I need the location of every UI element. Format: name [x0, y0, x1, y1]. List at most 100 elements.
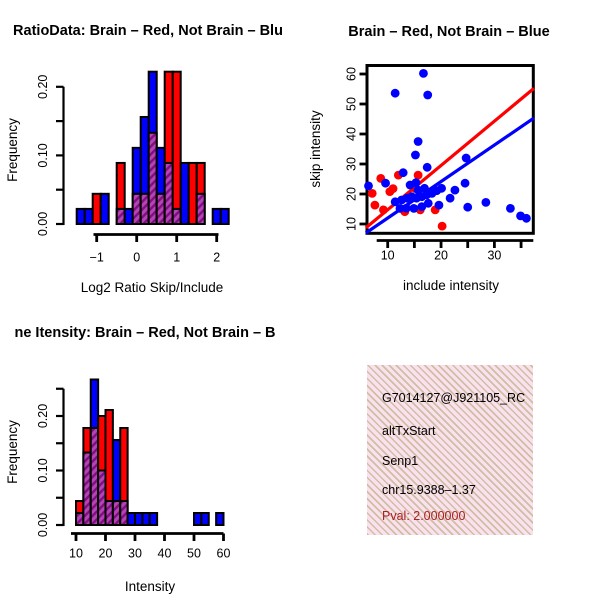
y-tick-label: 10 — [345, 217, 359, 231]
hist-bar-overlap — [195, 192, 206, 225]
hist-bar — [187, 161, 198, 225]
hist-bar — [211, 207, 222, 226]
intensity-hist-xlabel: Intensity — [125, 579, 176, 594]
scatter-point — [405, 180, 415, 190]
scatter-ylabel: skip intensity — [308, 110, 323, 188]
hist-bar — [141, 512, 151, 527]
hist-bar-overlap — [171, 207, 182, 226]
scatter-point — [413, 185, 423, 195]
y-tick-label: 0.00 — [36, 513, 50, 537]
hist-bar — [179, 161, 190, 225]
scatter-point — [434, 200, 444, 210]
scatter-point — [370, 200, 380, 210]
scatter-point — [411, 150, 420, 160]
scatter-point — [450, 185, 460, 195]
intensity-histogram-panel: 0.00 0.10 0.20 10 20 30 40 50 60 ne Itensity: Br… — [5, 325, 276, 594]
hist-bar-overlap — [97, 469, 107, 526]
intensity-hist-axes: 0.00 0.10 0.20 10 20 30 40 50 60 — [36, 387, 231, 561]
y-tick-label: 0.20 — [36, 75, 50, 99]
scatter-point — [423, 90, 433, 100]
scatter-point — [364, 181, 373, 191]
y-tick-label: 50 — [345, 97, 359, 111]
x-tick-label: 10 — [381, 249, 395, 263]
hist-bar — [193, 512, 203, 527]
ratio-histogram-panel: 0.00 0.10 0.20 −1 0 1 2 RatioData: Brain – Red… — [5, 23, 283, 295]
y-tick-label: 30 — [345, 157, 359, 171]
scatter-point — [413, 170, 423, 180]
hist-bar — [171, 70, 182, 226]
ratio-hist-ylabel: Frequency — [5, 118, 20, 182]
y-tick-label: 0.00 — [36, 212, 50, 236]
scatter-point — [461, 153, 471, 163]
ratio-hist-xlabel: Log2 Ratio Skip/Include — [81, 280, 224, 295]
scatter-point — [506, 204, 515, 213]
scatter-point — [409, 204, 419, 213]
hist-bar-overlap — [155, 192, 166, 225]
ratio-hist-axes: 0.00 0.10 0.20 −1 0 1 2 — [36, 75, 220, 265]
scatter-axes: 10 20 30 40 50 60 10 20 30 — [345, 64, 535, 263]
scatter-point — [390, 88, 400, 98]
y-tick-label: 20 — [345, 187, 359, 201]
scatter-point — [417, 202, 427, 212]
hist-bar-overlap — [75, 512, 85, 527]
scatter-xlabel: include intensity — [403, 278, 499, 293]
x-tick-label: 60 — [217, 547, 231, 561]
scatter-point — [413, 137, 423, 146]
hist-bar — [126, 512, 136, 527]
hist-bar-overlap — [139, 192, 150, 225]
ratio-hist-bars — [75, 70, 230, 226]
scatter-point — [379, 205, 388, 215]
intensity-hist-title: ne Itensity: Brain – Red, Not Brain – B — [14, 325, 275, 341]
y-tick-label: 0.10 — [36, 143, 50, 167]
event-type-text: altTxStart — [382, 424, 436, 438]
hist-bar-overlap — [104, 500, 114, 526]
hist-bar — [215, 512, 225, 527]
hist-bar — [83, 207, 94, 226]
x-tick-label: 30 — [128, 547, 142, 561]
pval-text: Pval: 2.000000 — [382, 509, 466, 523]
x-tick-label: 20 — [434, 249, 448, 263]
probe-id-text: G7014127@J921105_RC — [382, 391, 526, 405]
scatter-point — [381, 178, 390, 188]
x-tick-label: 0 — [133, 251, 140, 265]
x-tick-label: 20 — [99, 547, 113, 561]
hist-bar-overlap — [131, 192, 142, 225]
hist-bar-overlap — [115, 207, 126, 226]
scatter-point — [395, 204, 405, 213]
x-tick-label: 40 — [158, 547, 172, 561]
gene-info-box: G7014127@J921105_RC altTxStart Senp1 chr… — [367, 365, 533, 535]
hist-bar — [99, 192, 110, 225]
scatter-point — [445, 193, 455, 203]
hist-bar-overlap — [82, 451, 92, 527]
scatter-point — [437, 183, 446, 193]
y-tick-label: 40 — [345, 127, 359, 141]
locus-text: chr15.9388–1.37 — [382, 483, 476, 497]
scatter-title: Brain – Red, Not Brain – Blue — [348, 24, 549, 40]
x-tick-label: −1 — [90, 251, 104, 265]
ratio-hist-title: RatioData: Brain – Red, Not Brain – Blu — [13, 23, 283, 39]
scatter-point — [460, 178, 470, 188]
scatter-points — [364, 69, 535, 235]
x-tick-label: 2 — [213, 251, 220, 265]
hist-bar — [123, 207, 134, 226]
fit-line — [364, 116, 535, 235]
y-tick-label: 0.10 — [36, 458, 50, 482]
scatter-point — [522, 213, 531, 223]
intensity-hist-bars — [75, 378, 225, 527]
hist-bar-overlap — [119, 500, 129, 526]
hist-bar-overlap — [111, 500, 122, 526]
hist-bar — [75, 207, 86, 226]
scatter-panel: 10 20 30 40 50 60 10 20 30 Brain – Red, Not Brai… — [308, 24, 550, 293]
scatter-point — [437, 221, 447, 231]
hist-bar-overlap — [163, 161, 174, 225]
x-tick-label: 30 — [487, 249, 501, 263]
hist-bar — [148, 512, 159, 527]
scatter-point — [481, 198, 491, 207]
plot-box — [365, 64, 535, 235]
scatter-point — [398, 168, 408, 178]
scatter-point — [388, 184, 398, 194]
hist-bar-overlap — [89, 426, 100, 526]
y-tick-label: 0.20 — [36, 404, 50, 428]
